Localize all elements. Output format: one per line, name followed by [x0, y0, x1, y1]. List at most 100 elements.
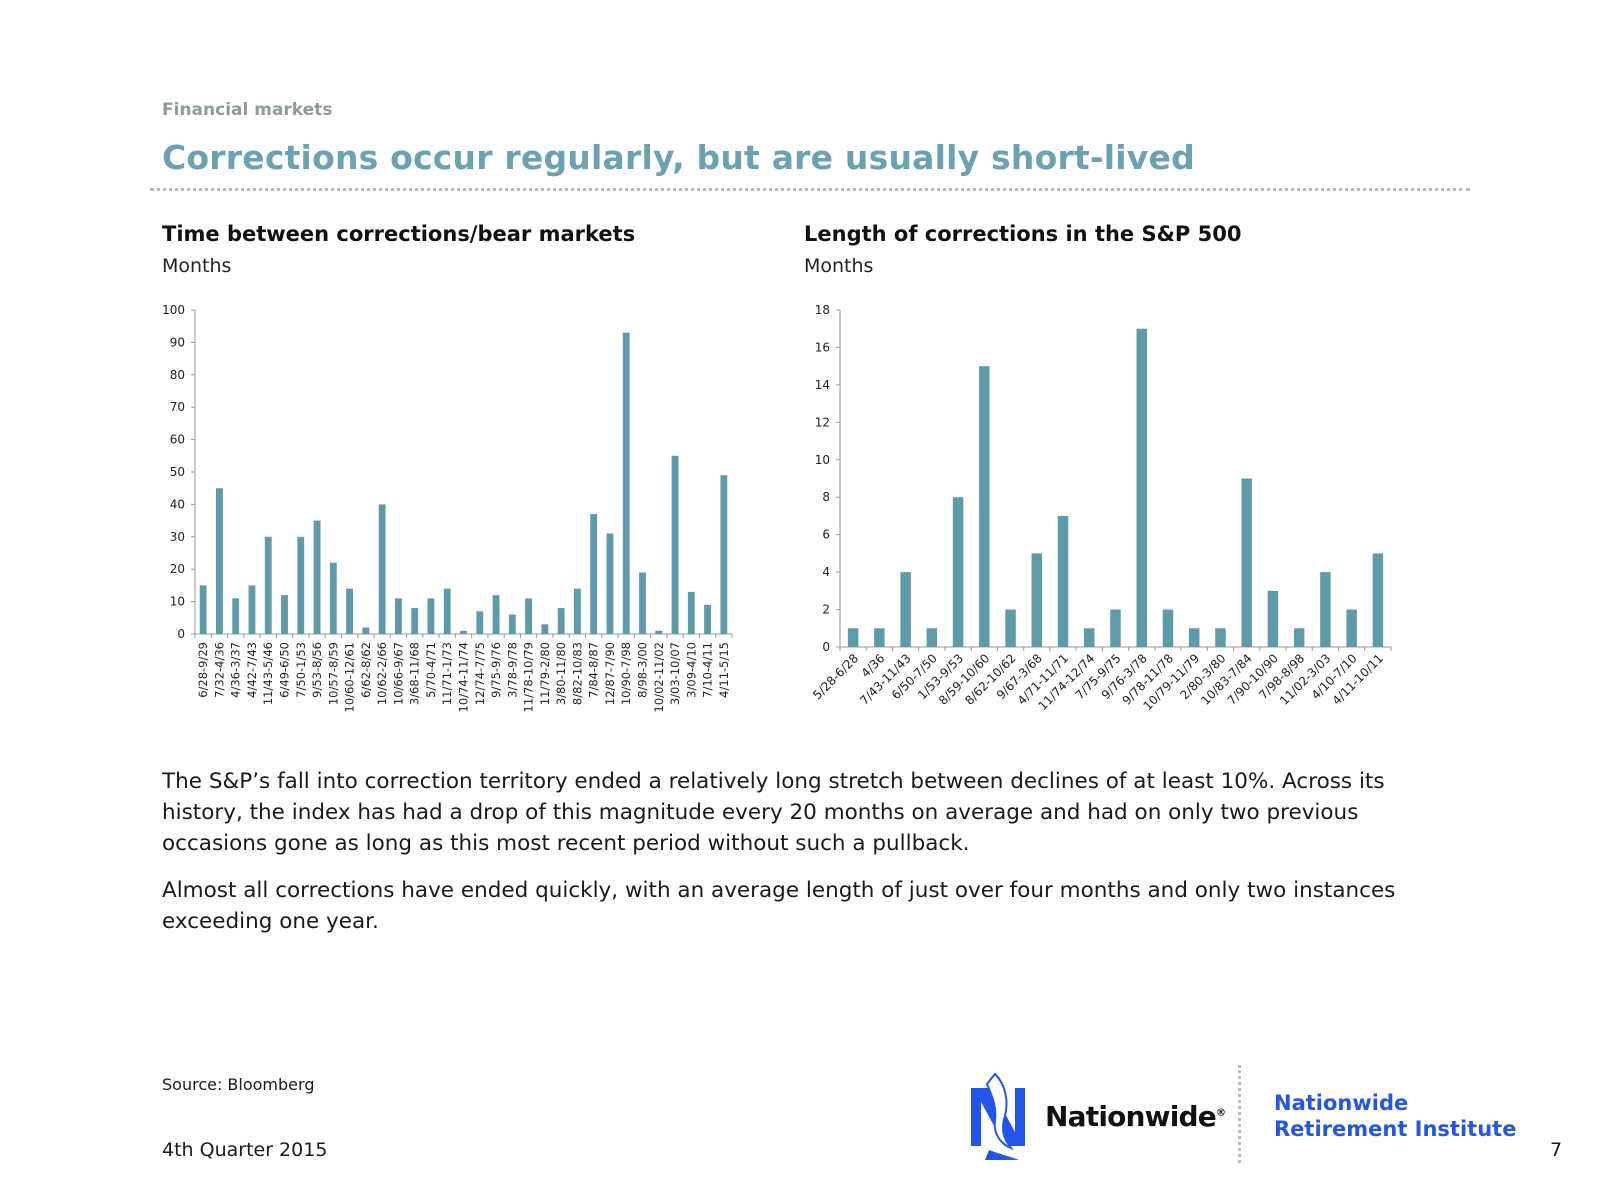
bar [264, 536, 272, 634]
bar [979, 366, 990, 647]
bar [427, 598, 435, 634]
page-number: 7 [1550, 1139, 1563, 1161]
y-tick-label: 16 [815, 340, 830, 354]
bar [687, 591, 695, 634]
institute-line-1: Nationwide [1274, 1091, 1409, 1115]
y-tick-label: 80 [170, 368, 185, 382]
bar [704, 604, 712, 634]
bar [639, 572, 646, 634]
bar [1215, 628, 1226, 647]
x-tick-label: 12/74-7/75 [473, 642, 487, 705]
chart-length-of-corrections: 0246810121416185/28-6/284/367/43-11/436/… [810, 303, 1392, 713]
bar [590, 514, 598, 634]
x-tick-label: 7/84-8/87 [587, 642, 601, 698]
bar [874, 628, 885, 647]
y-tick-label: 2 [822, 603, 830, 617]
y-tick-label: 70 [170, 400, 185, 414]
bar [655, 630, 663, 634]
bar [1372, 553, 1384, 647]
bar [541, 624, 549, 634]
y-tick-label: 40 [170, 497, 185, 511]
bar [411, 608, 419, 634]
bar [720, 475, 728, 634]
paragraph-1: The S&P’s fall into correction territory… [162, 769, 1385, 856]
x-tick-label: 11/78-10/79 [522, 642, 536, 712]
bar [1005, 609, 1016, 647]
bar [1110, 609, 1121, 647]
bar [313, 520, 321, 634]
bar [1084, 628, 1095, 647]
bar [525, 598, 533, 634]
x-tick-label: 7/10-4/11 [701, 642, 715, 698]
y-tick-label: 90 [170, 335, 185, 349]
bar [199, 585, 207, 634]
x-tick-label: 9/75-9/76 [489, 642, 503, 698]
y-tick-label: 50 [170, 465, 185, 479]
x-tick-label: 10/62-2/66 [375, 642, 389, 705]
chart1-title: Time between corrections/bear markets [162, 222, 636, 246]
bar [847, 628, 859, 647]
x-tick-label: 8/98-3/00 [636, 642, 650, 698]
x-tick-label: 11/43-5/46 [261, 642, 275, 705]
x-tick-label: 10/60-12/61 [343, 642, 357, 712]
x-tick-label: 3/03-10/07 [668, 642, 682, 705]
x-tick-label: 3/78-9/78 [505, 642, 519, 698]
bar [362, 627, 370, 634]
quarter-label: 4th Quarter 2015 [162, 1139, 328, 1161]
x-tick-label: 3/80-11/80 [554, 642, 568, 705]
x-tick-label: 10/90-7/98 [619, 642, 633, 705]
chart-time-between-corrections: 0 10 20 30 40 50 60 70 80 90 100 6/28-9/29 7/32-4/36… [162, 303, 733, 712]
y-tick-label: 12 [815, 415, 830, 429]
bar [346, 588, 354, 634]
bar [1057, 515, 1069, 647]
bar [1241, 478, 1252, 647]
y-tick-label: 0 [822, 640, 830, 654]
y-tick-label: 20 [170, 562, 185, 576]
bar [476, 611, 484, 634]
title-divider [150, 188, 1470, 191]
bar [1267, 590, 1279, 647]
footer-divider [1238, 1065, 1241, 1163]
y-tick-label: 100 [162, 303, 185, 317]
x-tick-label: 3/68-11/68 [408, 642, 422, 705]
x-tick-label: 12/87-7/90 [603, 642, 617, 705]
x-tick-label: 8/82-10/83 [570, 642, 584, 705]
y-tick-label: 10 [170, 595, 185, 609]
chart2-title: Length of corrections in the S&P 500 [804, 222, 1242, 246]
bar [215, 488, 223, 634]
institute-line-2: Retirement Institute [1274, 1117, 1517, 1141]
bar [232, 598, 240, 634]
x-tick-label: 6/62-8/62 [359, 642, 373, 698]
eagle-logo-icon [965, 1070, 1031, 1166]
bar [248, 585, 256, 634]
y-tick-label: 30 [170, 530, 185, 544]
chart2-subtitle: Months [804, 255, 874, 277]
bar [1293, 628, 1305, 647]
section-label: Financial markets [162, 100, 333, 120]
bar [952, 497, 964, 647]
bar [329, 562, 337, 634]
bar [281, 595, 288, 634]
paragraph-2: Almost all corrections have ended quickl… [162, 878, 1396, 934]
bar [622, 332, 630, 634]
bar [671, 455, 679, 634]
x-tick-label: 4/11-5/15 [717, 642, 731, 698]
x-tick-label: 7/32-4/36 [212, 642, 226, 698]
x-tick-label: 10/74-11/74 [457, 642, 471, 712]
x-tick-label: 9/53-8/56 [310, 642, 324, 698]
bar [443, 588, 451, 634]
bar [1031, 553, 1043, 647]
y-tick-label: 8 [822, 490, 830, 504]
bar [557, 608, 565, 634]
bar [1346, 609, 1357, 647]
bar [508, 614, 516, 634]
page-title: Corrections occur regularly, but are usu… [162, 138, 1195, 177]
y-tick-label: 18 [815, 303, 830, 317]
x-tick-label: 4/42-7/43 [245, 642, 259, 698]
nationwide-wordmark: Nationwide® [1045, 1100, 1226, 1133]
y-tick-label: 14 [815, 378, 830, 392]
bar [606, 533, 614, 634]
x-tick-label: 5/70-4/71 [424, 642, 438, 698]
y-tick-label: 10 [815, 453, 830, 467]
chart1-subtitle: Months [162, 255, 232, 277]
